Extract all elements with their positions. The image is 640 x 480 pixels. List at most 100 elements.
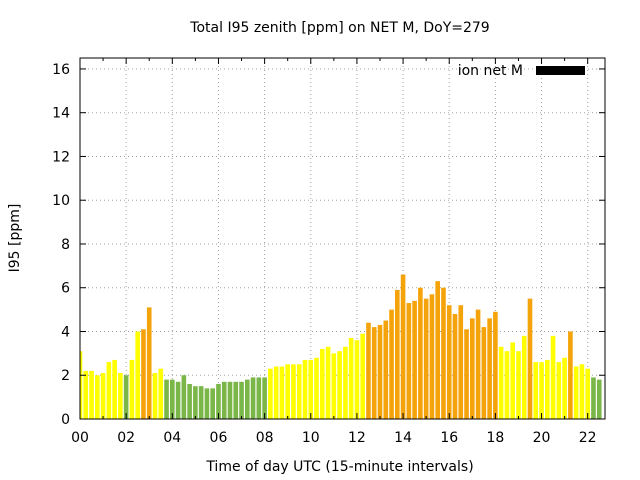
bar-84 xyxy=(562,357,567,419)
bar-57 xyxy=(406,303,412,419)
y-axis-label: I95 [ppm] xyxy=(7,204,23,273)
bar-62 xyxy=(435,281,440,419)
y-tick-label-0: 0 xyxy=(61,412,70,428)
bar-41 xyxy=(314,357,319,419)
bar-70 xyxy=(481,327,487,419)
bar-47 xyxy=(348,338,354,419)
bar-2 xyxy=(89,370,94,419)
bar-77 xyxy=(521,335,527,419)
legend: ion net M xyxy=(458,63,585,79)
legend-swatch xyxy=(536,66,585,75)
bar-34 xyxy=(273,366,279,419)
bar-38 xyxy=(296,364,302,419)
bar-68 xyxy=(470,318,475,419)
bar-10 xyxy=(135,331,140,419)
bar-1 xyxy=(83,370,89,419)
bar-89 xyxy=(591,377,596,419)
bar-63 xyxy=(441,287,446,419)
bar-37 xyxy=(291,364,296,419)
bar-64 xyxy=(446,305,452,419)
bar-16 xyxy=(170,379,175,419)
bar-50 xyxy=(366,322,371,419)
bar-80 xyxy=(539,362,544,419)
bar-66 xyxy=(458,305,464,419)
bar-28 xyxy=(239,381,244,419)
bar-42 xyxy=(320,348,325,419)
x-tick-label-20: 20 xyxy=(533,430,551,446)
bar-24 xyxy=(216,383,221,419)
x-tick-label-16: 16 xyxy=(440,430,458,446)
grid-lines xyxy=(80,58,605,419)
bar-83 xyxy=(556,362,562,419)
bar-8 xyxy=(123,375,129,419)
y-tick-label-6: 6 xyxy=(61,281,70,297)
bar-26 xyxy=(227,381,233,419)
bar-31 xyxy=(256,377,262,419)
bar-87 xyxy=(579,364,585,419)
y-tick-label-14: 14 xyxy=(52,106,70,122)
bar-75 xyxy=(510,342,515,419)
bar-0 xyxy=(80,351,83,419)
bar-65 xyxy=(452,313,458,419)
y-tick-label-10: 10 xyxy=(52,193,70,209)
bar-44 xyxy=(331,353,337,419)
bar-30 xyxy=(250,377,256,419)
bar-29 xyxy=(245,379,250,419)
bar-43 xyxy=(325,346,331,419)
bar-71 xyxy=(487,318,492,419)
bar-11 xyxy=(141,329,146,419)
bar-69 xyxy=(475,309,481,419)
x-tick-label-06: 06 xyxy=(210,430,228,446)
y-tick-label-12: 12 xyxy=(52,149,70,165)
bar-74 xyxy=(504,351,510,419)
bar-27 xyxy=(233,381,239,419)
bars xyxy=(80,274,602,419)
x-tick-label-22: 22 xyxy=(579,430,597,446)
y-tick-labels: 0 2 4 6 8 10 12 14 16 xyxy=(52,62,70,428)
bar-67 xyxy=(464,329,469,419)
bar-25 xyxy=(221,381,227,419)
bar-59 xyxy=(418,287,423,419)
x-tick-label-14: 14 xyxy=(394,430,412,446)
bar-18 xyxy=(181,375,187,419)
bar-73 xyxy=(498,346,504,419)
bar-85 xyxy=(568,331,573,419)
bar-3 xyxy=(95,375,100,419)
bar-88 xyxy=(585,368,590,419)
x-axis-label: Time of day UTC (15-minute intervals) xyxy=(205,459,473,475)
bar-60 xyxy=(423,298,429,419)
bar-48 xyxy=(354,340,360,419)
bar-86 xyxy=(573,366,579,419)
bar-51 xyxy=(371,327,377,419)
plot-frame xyxy=(79,57,606,420)
bar-55 xyxy=(395,289,400,419)
bar-79 xyxy=(533,362,539,419)
bar-5 xyxy=(106,362,112,419)
bar-72 xyxy=(493,311,498,419)
bar-19 xyxy=(187,383,192,419)
chart-title: Total I95 zenith [ppm] on NET M, DoY=279 xyxy=(189,20,489,36)
bar-12 xyxy=(146,307,152,419)
legend-label: ion net M xyxy=(458,63,523,79)
bar-6 xyxy=(112,359,117,419)
y-tick-label-16: 16 xyxy=(52,62,70,78)
y-tick-label-2: 2 xyxy=(61,368,70,384)
bar-7 xyxy=(118,373,123,419)
bar-39 xyxy=(302,359,308,419)
bar-15 xyxy=(164,379,169,419)
bar-33 xyxy=(268,368,273,419)
bar-40 xyxy=(308,359,314,419)
bar-22 xyxy=(204,388,210,419)
x-tick-label-04: 04 xyxy=(163,430,181,446)
bar-21 xyxy=(198,386,204,419)
bar-78 xyxy=(527,298,533,419)
bar-45 xyxy=(337,351,342,419)
x-tick-label-12: 12 xyxy=(348,430,366,446)
x-tick-label-08: 08 xyxy=(256,430,274,446)
bar-61 xyxy=(429,294,435,419)
x-tick-label-18: 18 xyxy=(486,430,504,446)
y-tick-label-8: 8 xyxy=(61,237,70,253)
bar-9 xyxy=(129,359,135,419)
bar-49 xyxy=(360,333,365,419)
